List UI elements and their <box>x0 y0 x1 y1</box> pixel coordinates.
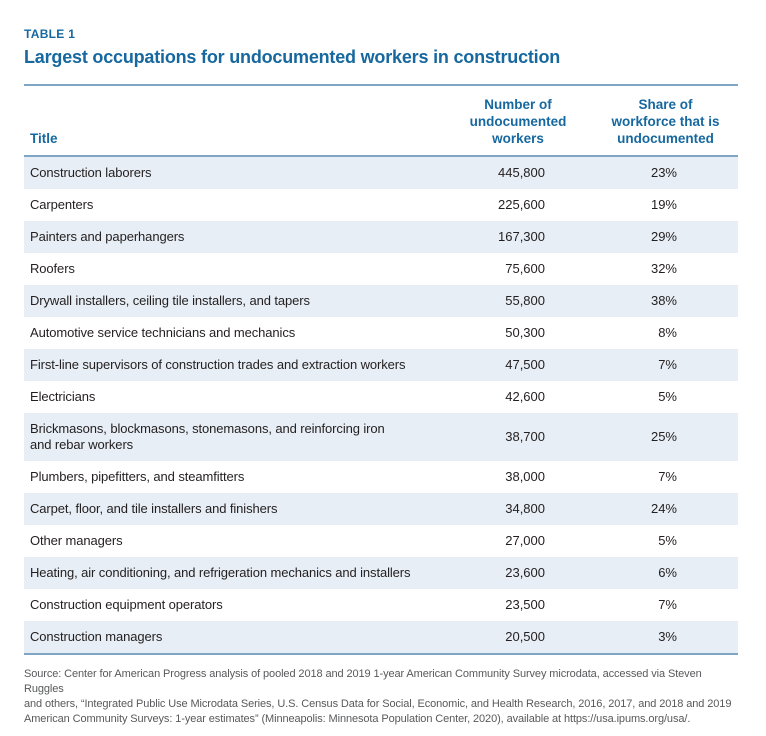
cell-occupation: Construction managers <box>30 629 163 644</box>
cell-share: 6% <box>658 565 677 580</box>
table-body: Construction laborers 445,800 23% Carpen… <box>24 156 738 654</box>
source-note: Source: Center for American Progress ana… <box>24 668 732 725</box>
data-table: Title Number of undocumented workers Sha… <box>24 84 738 655</box>
cell-occupation: Construction laborers <box>30 165 152 180</box>
cell-number: 75,600 <box>505 261 545 276</box>
cell-number: 167,300 <box>498 229 545 244</box>
cell-occupation: First-line supervisors of construction t… <box>30 357 406 372</box>
cell-number: 38,000 <box>505 469 545 484</box>
cell-share: 24% <box>650 501 677 516</box>
table-eyebrow: TABLE 1 <box>24 27 76 41</box>
cell-occupation: Painters and paperhangers <box>30 229 185 244</box>
cell-share: 19% <box>650 197 677 212</box>
cell-share: 5% <box>658 533 677 548</box>
table-row: First-line supervisors of construction t… <box>24 349 738 381</box>
cell-share: 5% <box>658 389 677 404</box>
table-row: Plumbers, pipefitters, and steamfitters … <box>24 461 738 493</box>
cell-occupation: Automotive service technicians and mecha… <box>30 325 296 340</box>
cell-number: 27,000 <box>505 533 545 548</box>
table-row: Carpet, floor, and tile installers and f… <box>24 493 738 525</box>
cell-number: 20,500 <box>505 629 545 644</box>
table-row: Construction laborers 445,800 23% <box>24 156 738 189</box>
cell-occupation: Brickmasons, blockmasons, stonemasons, a… <box>30 421 385 452</box>
table-row: Carpenters 225,600 19% <box>24 189 738 221</box>
cell-occupation: Carpet, floor, and tile installers and f… <box>30 501 278 516</box>
cell-share: 8% <box>658 325 677 340</box>
cell-share: 7% <box>658 469 677 484</box>
table-row: Drywall installers, ceiling tile install… <box>24 285 738 317</box>
table-row: Automotive service technicians and mecha… <box>24 317 738 349</box>
cell-number: 23,500 <box>505 597 545 612</box>
header-row: Title Number of undocumented workers Sha… <box>24 85 738 157</box>
cell-occupation: Carpenters <box>30 197 94 212</box>
column-header-title: Title <box>24 85 463 157</box>
cell-occupation: Construction equipment operators <box>30 597 223 612</box>
table-row: Construction equipment operators 23,500 … <box>24 589 738 621</box>
cell-number: 50,300 <box>505 325 545 340</box>
cell-number: 38,700 <box>505 429 545 444</box>
cell-occupation: Electricians <box>30 389 96 404</box>
cell-share: 7% <box>658 357 677 372</box>
cell-number: 34,800 <box>505 501 545 516</box>
table-header: Title Number of undocumented workers Sha… <box>24 85 738 157</box>
cell-number: 47,500 <box>505 357 545 372</box>
cell-occupation: Roofers <box>30 261 75 276</box>
page-title: Largest occupations for undocumented wor… <box>24 47 561 67</box>
cell-share: 25% <box>650 429 677 444</box>
table-row: Brickmasons, blockmasons, stonemasons, a… <box>24 413 738 461</box>
cell-number: 42,600 <box>505 389 545 404</box>
cell-occupation: Drywall installers, ceiling tile install… <box>30 293 310 308</box>
cell-number: 445,800 <box>498 165 545 180</box>
column-header-number: Number of undocumented workers <box>463 85 593 157</box>
table-row: Construction managers 20,500 3% <box>24 621 738 654</box>
table-row: Heating, air conditioning, and refrigera… <box>24 557 738 589</box>
cell-share: 23% <box>650 165 677 180</box>
cell-occupation: Plumbers, pipefitters, and steamfitters <box>30 469 245 484</box>
cell-share: 7% <box>658 597 677 612</box>
cell-share: 32% <box>650 261 677 276</box>
cell-number: 55,800 <box>505 293 545 308</box>
table-row: Painters and paperhangers 167,300 29% <box>24 221 738 253</box>
column-header-share: Share of workforce that is undocumented <box>593 85 738 157</box>
cell-occupation: Other managers <box>30 533 123 548</box>
cell-number: 225,600 <box>498 197 545 212</box>
cell-share: 38% <box>650 293 677 308</box>
table-row: Roofers 75,600 32% <box>24 253 738 285</box>
cell-occupation: Heating, air conditioning, and refrigera… <box>30 565 411 580</box>
cell-share: 3% <box>658 629 677 644</box>
table-row: Electricians 42,600 5% <box>24 381 738 413</box>
cell-number: 23,600 <box>505 565 545 580</box>
table-row: Other managers 27,000 5% <box>24 525 738 557</box>
cell-share: 29% <box>650 229 677 244</box>
